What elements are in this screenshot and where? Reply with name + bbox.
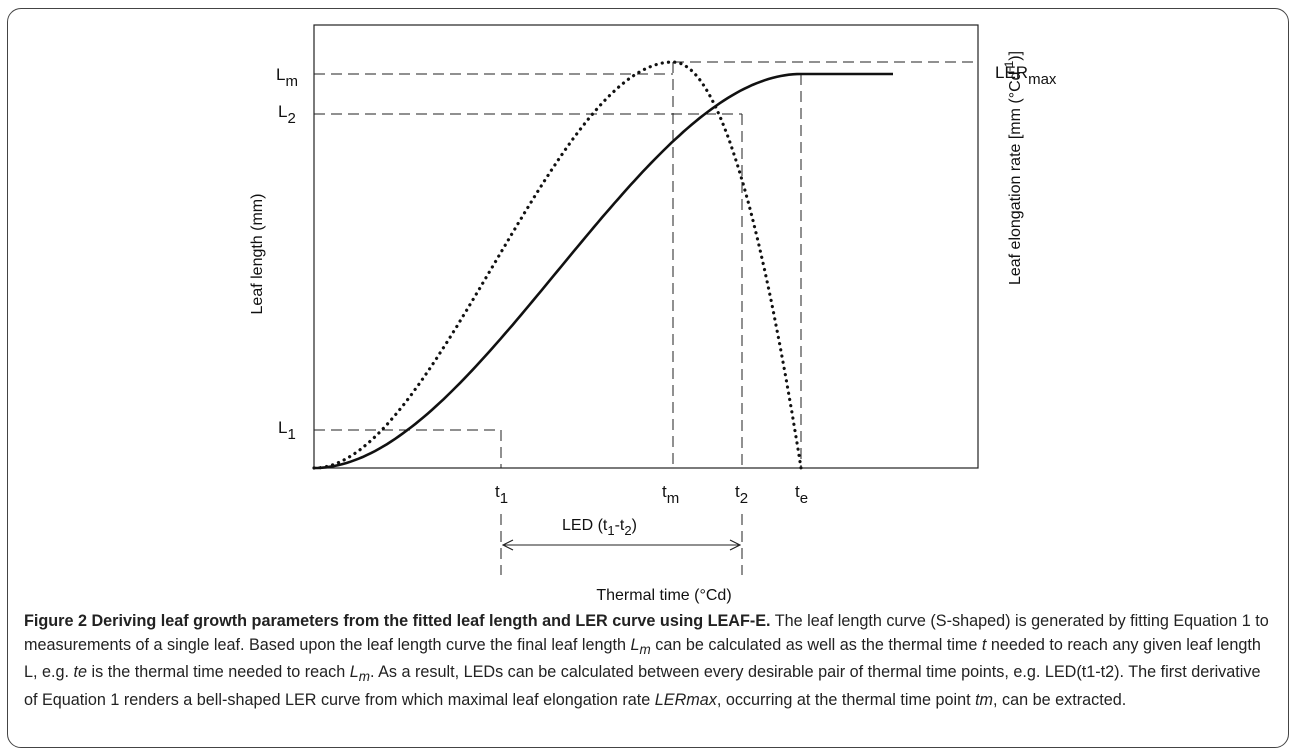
- y-axis-label-right: Leaf elongation rate [mm (°Cd-1)]: [1002, 51, 1024, 285]
- led-label: LED (t1-t2): [562, 517, 637, 538]
- tick-l1: L1: [278, 418, 296, 443]
- tick-t2: t2: [735, 482, 748, 507]
- leaf-length-curve: [313, 72, 893, 470]
- caption-title: Figure 2 Deriving leaf growth parameters…: [24, 612, 771, 630]
- tick-lermax: LERmax: [995, 63, 1057, 88]
- figure-diagram: Lm L2 L1 LERmax t1 tm t2 te LED (t1-t2) …: [249, 24, 1057, 604]
- tick-t1: t1: [495, 482, 508, 507]
- y-axis-label-left: Leaf length (mm): [249, 194, 266, 315]
- guide-lines: [314, 61, 978, 575]
- tick-tm: tm: [662, 482, 679, 507]
- tick-l2: L2: [278, 102, 296, 127]
- figure-frame: [7, 8, 1289, 748]
- figure-caption: Figure 2 Deriving leaf growth parameters…: [24, 612, 1269, 709]
- x-axis-label: Thermal time (°Cd): [596, 587, 731, 604]
- plot-box: [313, 24, 979, 469]
- tick-te: te: [795, 482, 808, 507]
- tick-lm: Lm: [276, 65, 298, 90]
- ler-curve: [312, 60, 803, 470]
